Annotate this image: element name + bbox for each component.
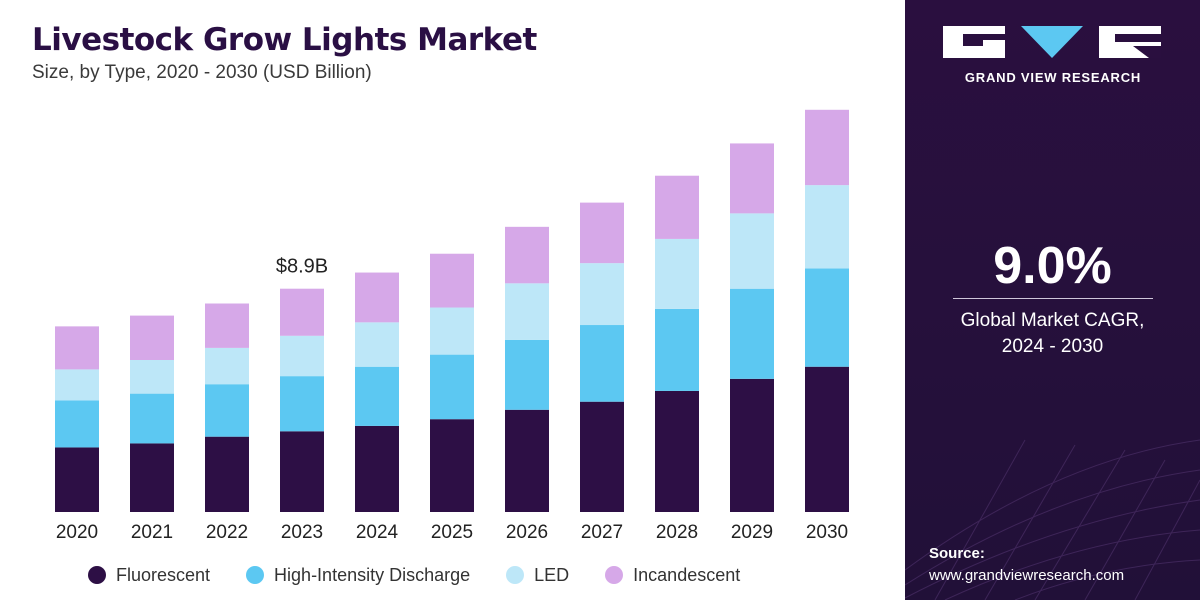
legend-item: High-Intensity Discharge xyxy=(246,565,470,586)
bar-2023-fluorescent xyxy=(280,431,324,512)
bar-2028-incandescent xyxy=(655,175,699,239)
bar-2021-led xyxy=(130,359,174,394)
bar-2024-incandescent xyxy=(355,272,399,323)
gvr-logo-icon xyxy=(943,26,1161,58)
legend-item: Incandescent xyxy=(605,565,740,586)
bar-2021-incandescent xyxy=(130,315,174,360)
x-tick-label: 2021 xyxy=(131,522,173,543)
bar-2023-incandescent xyxy=(280,288,324,336)
chart-title: Livestock Grow Lights Market xyxy=(32,22,537,58)
cagr-value: 9.0% xyxy=(993,237,1112,295)
legend-item: LED xyxy=(506,565,569,586)
x-tick-label: 2029 xyxy=(731,522,773,543)
bar-2022-high-intensity-discharge xyxy=(205,384,249,437)
bar-2027-high-intensity-discharge xyxy=(580,325,624,402)
legend-swatch xyxy=(506,566,525,584)
bar-2029-incandescent xyxy=(730,143,774,214)
bar-2024-led xyxy=(355,322,399,367)
grid-texture-icon xyxy=(905,439,1200,600)
bar-2025-incandescent xyxy=(430,253,474,308)
bar-2028-led xyxy=(655,238,699,309)
bar-2028-fluorescent xyxy=(655,390,699,512)
x-tick-label: 2022 xyxy=(206,522,248,543)
bar-2029-fluorescent xyxy=(730,378,774,512)
x-tick-label: 2023 xyxy=(281,522,323,543)
x-tick-label: 2024 xyxy=(356,522,399,543)
source-label: Source: xyxy=(929,545,985,562)
legend-swatch xyxy=(246,566,265,584)
legend-label: LED xyxy=(534,564,570,585)
bar-2030-led xyxy=(805,185,849,269)
bar-2030-high-intensity-discharge xyxy=(805,268,849,367)
bar-2029-led xyxy=(730,213,774,289)
bar-2021-high-intensity-discharge xyxy=(130,393,174,444)
x-tick-label: 2030 xyxy=(806,522,848,543)
bar-2020-led xyxy=(55,369,99,401)
bar-2020-fluorescent xyxy=(55,447,99,512)
bar-2022-incandescent xyxy=(205,303,249,348)
x-tick-label: 2027 xyxy=(581,522,623,543)
legend-label: Fluorescent xyxy=(116,564,211,585)
legend-label: High-Intensity Discharge xyxy=(274,564,471,585)
bar-2024-high-intensity-discharge xyxy=(355,366,399,426)
x-tick-label: 2028 xyxy=(656,522,698,543)
bar-2026-high-intensity-discharge xyxy=(505,339,549,410)
bar-2026-incandescent xyxy=(505,226,549,284)
cagr-label: Global Market CAGR, 2024 - 2030 xyxy=(905,308,1200,360)
x-tick-label: 2025 xyxy=(431,522,473,543)
legend-swatch xyxy=(605,566,624,584)
bar-2025-high-intensity-discharge xyxy=(430,354,474,420)
bar-2023-led xyxy=(280,335,324,377)
cagr-divider xyxy=(953,298,1153,299)
legend-swatch xyxy=(88,566,106,584)
bar-2024-fluorescent xyxy=(355,425,399,512)
info-panel: GRAND VIEW RESEARCH 9.0% Global Market C… xyxy=(905,0,1200,600)
stacked-bar-chart: 2020 2021 2022 2023 $8.9B 2024 2025 2026 2027 202… xyxy=(55,109,849,543)
chart-legend: Fluorescent High-Intensity Discharge LED In… xyxy=(88,562,776,588)
source-link[interactable]: www.grandviewresearch.com xyxy=(929,567,1125,584)
legend-label: Incandescent xyxy=(633,564,741,585)
x-tick-label: 2026 xyxy=(506,522,548,543)
bar-2022-led xyxy=(205,347,249,385)
bar-2026-led xyxy=(505,283,549,340)
bar-2025-led xyxy=(430,307,474,355)
bar-2027-fluorescent xyxy=(580,401,624,512)
cagr-label-line2: 2024 - 2030 xyxy=(1001,336,1104,357)
legend-item: Fluorescent xyxy=(88,565,210,586)
brand-name: GRAND VIEW RESEARCH xyxy=(964,70,1142,85)
bar-2020-high-intensity-discharge xyxy=(55,400,99,448)
bar-2022-fluorescent xyxy=(205,436,249,512)
chart-panel: Livestock Grow Lights Market Size, by Ty… xyxy=(32,22,849,588)
bar-2027-incandescent xyxy=(580,202,624,264)
bar-2027-led xyxy=(580,263,624,326)
bar-2025-fluorescent xyxy=(430,419,474,512)
cagr-label-line1: Global Market CAGR, xyxy=(960,310,1145,331)
chart-subtitle: Size, by Type, 2020 - 2030 (USD Billion) xyxy=(32,62,372,83)
bar-2030-incandescent xyxy=(805,109,849,186)
x-tick-label: 2020 xyxy=(56,522,98,543)
bar-2030-fluorescent xyxy=(805,366,849,512)
data-label: $8.9B xyxy=(276,256,328,278)
bar-2020-incandescent xyxy=(55,326,99,370)
bar-2026-fluorescent xyxy=(505,409,549,512)
bar-2029-high-intensity-discharge xyxy=(730,288,774,379)
bar-2028-high-intensity-discharge xyxy=(655,308,699,391)
bar-2023-high-intensity-discharge xyxy=(280,376,324,432)
bar-2021-fluorescent xyxy=(130,443,174,512)
